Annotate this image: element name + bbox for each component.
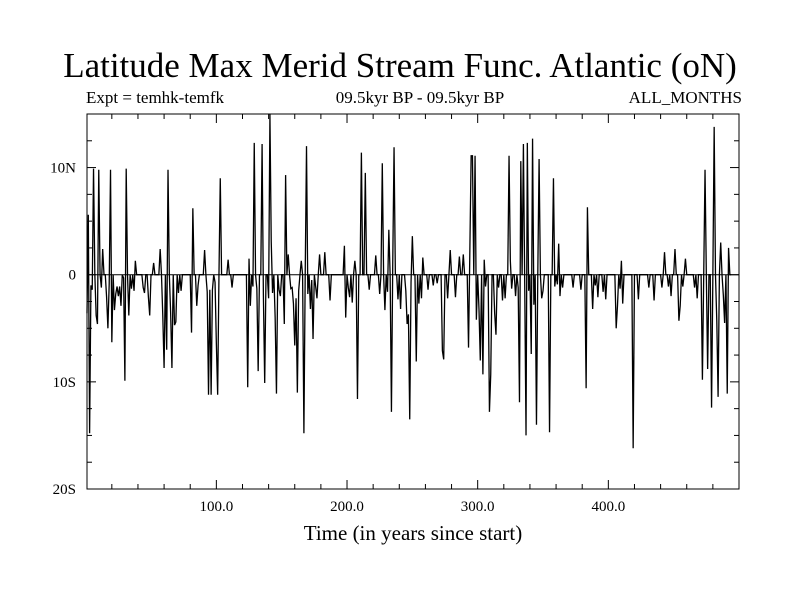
- chart-title: Latitude Max Merid Stream Func. Atlantic…: [63, 46, 737, 85]
- experiment-label: Expt = temhk-temfk: [86, 88, 225, 107]
- x-tick-label: 200.0: [330, 499, 364, 515]
- x-tick-label: 100.0: [199, 499, 233, 515]
- y-tick-label: 20S: [53, 482, 76, 498]
- y-tick-label: 0: [69, 268, 77, 284]
- x-tick-label: 300.0: [461, 499, 495, 515]
- months-label: ALL_MONTHS: [628, 88, 742, 107]
- period-label: 09.5kyr BP - 09.5kyr BP: [335, 88, 505, 107]
- plot-frame: [86, 113, 740, 490]
- x-axis-label: Time (in years since start): [304, 521, 523, 545]
- data-series-line: [86, 113, 732, 449]
- y-tick-label: 10S: [53, 375, 76, 391]
- y-tick-label: 10N: [50, 161, 76, 177]
- x-tick-label: 400.0: [591, 499, 625, 515]
